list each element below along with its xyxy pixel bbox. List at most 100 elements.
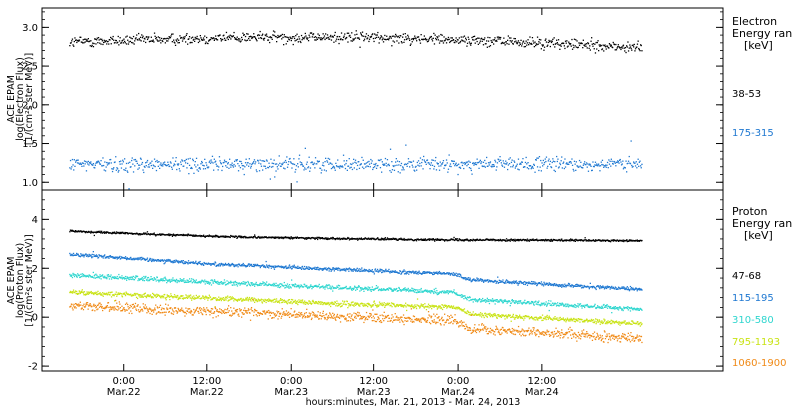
data-point (205, 43, 206, 44)
data-point (204, 281, 205, 282)
data-point (285, 287, 286, 288)
data-point (405, 36, 406, 37)
data-point (155, 166, 156, 167)
data-point (195, 261, 196, 262)
data-point (412, 166, 413, 167)
data-point (299, 287, 300, 288)
data-point (447, 162, 448, 163)
data-point (388, 39, 389, 40)
data-point (449, 39, 450, 40)
data-point (478, 162, 479, 163)
data-point (634, 163, 635, 164)
data-point (526, 157, 527, 158)
data-point (375, 163, 376, 164)
data-point (154, 277, 155, 278)
data-point (318, 267, 319, 268)
data-point (588, 171, 589, 172)
data-point (97, 42, 98, 43)
data-point (566, 43, 567, 44)
data-point (74, 37, 75, 38)
data-point (244, 166, 245, 167)
data-point (324, 288, 325, 289)
data-point (584, 45, 585, 46)
data-point (411, 162, 412, 163)
data-point (497, 299, 498, 300)
data-point (106, 43, 107, 44)
data-point (74, 276, 75, 277)
data-point (187, 163, 188, 164)
data-point (600, 285, 601, 286)
data-point (541, 170, 542, 171)
data-point (253, 33, 254, 34)
data-point (396, 35, 397, 36)
data-point (503, 160, 504, 161)
data-point (421, 288, 422, 289)
data-point (583, 40, 584, 41)
data-point (420, 43, 421, 44)
data-point (388, 164, 389, 165)
data-point (223, 35, 224, 36)
data-point (134, 43, 135, 44)
data-point (185, 41, 186, 42)
data-point (179, 168, 180, 169)
data-point (632, 45, 633, 46)
data-point (631, 287, 632, 288)
data-point (193, 261, 194, 262)
y-tick-label: -2 (28, 362, 38, 373)
data-point (226, 167, 227, 168)
data-point (135, 159, 136, 160)
data-point (226, 32, 227, 33)
data-point (143, 41, 144, 42)
data-point (602, 48, 603, 49)
data-point (553, 161, 554, 162)
data-point (152, 41, 153, 42)
data-point (589, 288, 590, 289)
data-point (498, 159, 499, 160)
data-point (499, 280, 500, 281)
data-point (391, 45, 392, 46)
data-point (559, 49, 560, 50)
series-115-195 (69, 251, 642, 291)
data-point (305, 169, 306, 170)
data-point (301, 269, 302, 270)
data-point (443, 42, 444, 43)
data-point (538, 41, 539, 42)
data-point (636, 167, 637, 168)
data-point (399, 273, 400, 274)
data-point (273, 266, 274, 267)
data-point (469, 41, 470, 42)
data-point (487, 47, 488, 48)
data-point (531, 281, 532, 282)
data-point (244, 34, 245, 35)
data-point (618, 44, 619, 45)
data-point (394, 36, 395, 37)
data-point (236, 39, 237, 40)
data-point (346, 160, 347, 161)
data-point (273, 267, 274, 268)
data-point (254, 234, 255, 235)
data-point (497, 37, 498, 38)
data-point (517, 169, 518, 170)
data-point (298, 286, 299, 287)
data-point (610, 166, 611, 167)
data-point (288, 37, 289, 38)
data-point (545, 40, 546, 41)
data-point (628, 161, 629, 162)
data-point (141, 159, 142, 160)
data-point (485, 299, 486, 300)
data-point (213, 37, 214, 38)
data-point (438, 35, 439, 36)
data-point (122, 40, 123, 41)
data-point (118, 274, 119, 275)
data-point (544, 47, 545, 48)
data-point (188, 173, 189, 174)
data-point (242, 39, 243, 40)
data-point (73, 46, 74, 47)
data-point (344, 33, 345, 34)
data-point (254, 159, 255, 160)
data-point (80, 163, 81, 164)
data-point (370, 166, 371, 167)
data-point (129, 279, 130, 280)
data-point (73, 169, 74, 170)
data-point (170, 37, 171, 38)
